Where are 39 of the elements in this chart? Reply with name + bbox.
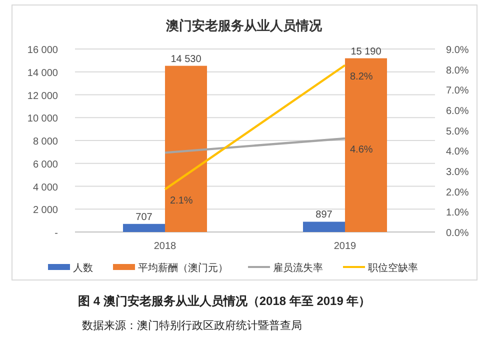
legend-label: 人数 bbox=[73, 263, 93, 274]
y2-tick-label: 6.0% bbox=[446, 106, 469, 117]
data-label: 15 190 bbox=[350, 46, 382, 58]
y-tick-label: 8 000 bbox=[32, 136, 58, 148]
y2-tick-label: 5.0% bbox=[446, 126, 469, 138]
y2-tick-label: 1.0% bbox=[446, 208, 469, 219]
x-tick-label: 2019 bbox=[334, 241, 357, 252]
data-label: 14 530 bbox=[170, 54, 202, 65]
data-label: 897 bbox=[316, 210, 333, 221]
y-tick-label: 16 000 bbox=[27, 45, 58, 56]
bar bbox=[345, 58, 387, 232]
bar bbox=[123, 224, 165, 232]
y-tick-label: 14 000 bbox=[27, 68, 58, 79]
y2-tick-label: 7.0% bbox=[446, 86, 469, 97]
y2-tick-label: 8.0% bbox=[446, 65, 469, 76]
legend-label: 雇员流失率 bbox=[273, 262, 323, 274]
y-tick-label: 4 000 bbox=[32, 182, 58, 194]
caption: 图 4 澳门安老服务从业人员情况（2018 年至 2019 年） bbox=[78, 294, 371, 308]
y-tick-label: 6 000 bbox=[32, 159, 58, 170]
data-label: 8.2% bbox=[350, 71, 373, 82]
y-tick-label: 2 000 bbox=[32, 205, 58, 216]
y-tick-label: 12 000 bbox=[27, 90, 58, 102]
bar bbox=[165, 66, 207, 232]
x-tick-label: 2018 bbox=[154, 241, 177, 252]
y2-tick-label: 2.0% bbox=[446, 187, 469, 198]
y2-tick-label: 4.0% bbox=[446, 146, 469, 158]
data-label: 4.6% bbox=[350, 144, 373, 156]
y2-tick-label: 0.0% bbox=[446, 228, 469, 239]
legend-label: 平均薪酬（澳门元） bbox=[138, 262, 228, 274]
source-note: 数据来源：澳门特别行政区政府统计暨普查局 bbox=[82, 319, 302, 332]
y-tick-label: 10 000 bbox=[27, 114, 58, 125]
y2-tick-label: 9.0% bbox=[446, 45, 469, 56]
data-label: 2.1% bbox=[170, 195, 193, 206]
bar bbox=[303, 222, 345, 232]
legend-label: 职位空缺率 bbox=[368, 262, 418, 274]
y2-tick-label: 3.0% bbox=[446, 167, 469, 178]
chart-title: 澳门安老服务从业人员情况 bbox=[165, 18, 323, 33]
data-label: 707 bbox=[136, 212, 153, 223]
y-tick-label: - bbox=[54, 228, 58, 239]
